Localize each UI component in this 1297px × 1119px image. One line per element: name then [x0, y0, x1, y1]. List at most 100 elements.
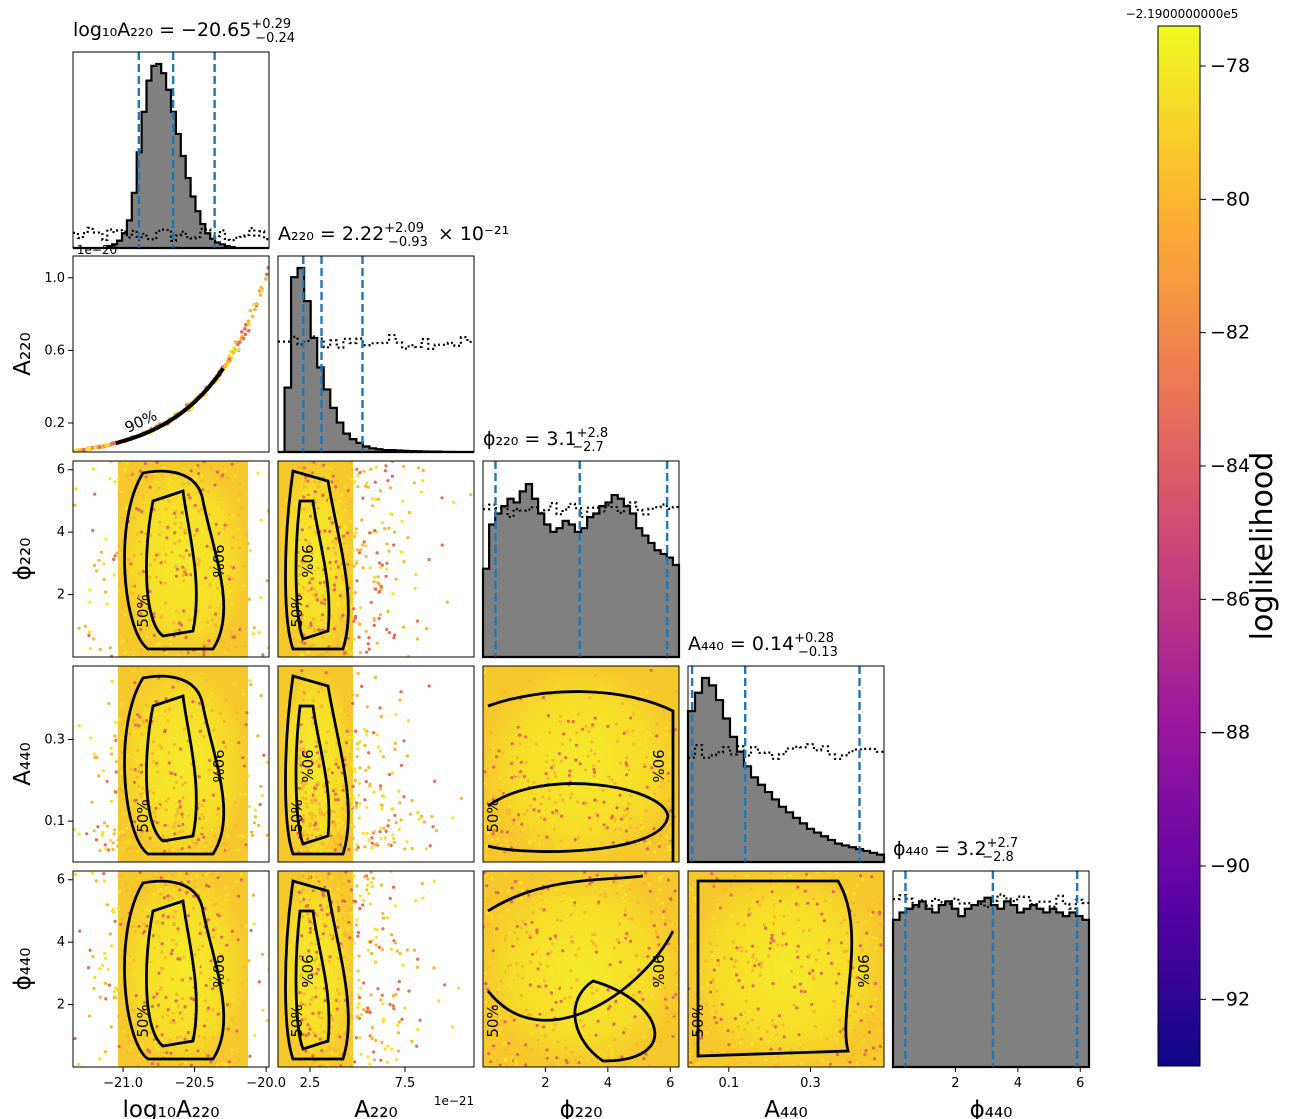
scatter-point	[175, 1036, 179, 1040]
scatter-point	[330, 809, 334, 813]
scatter-point	[122, 812, 126, 816]
scatter-point	[119, 973, 123, 977]
scatter-point	[393, 747, 397, 752]
scatter-point	[323, 960, 327, 964]
scatter-point	[623, 913, 627, 917]
scatter-point	[183, 1061, 188, 1065]
scatter-point	[202, 776, 206, 780]
scatter-point	[336, 715, 340, 719]
scatter-point	[164, 581, 168, 585]
hist-frame	[277, 255, 475, 453]
scatter-point	[308, 926, 313, 931]
scatter-point	[222, 640, 226, 644]
scatter-point	[769, 871, 773, 875]
scatter-point	[577, 712, 581, 716]
scatter-point	[138, 792, 142, 796]
scatter-point	[226, 1027, 230, 1031]
scatter-point	[827, 938, 831, 942]
scatter-point	[227, 847, 231, 851]
scatter-point	[177, 654, 181, 657]
scatter-point	[708, 942, 712, 946]
scatter-point	[714, 946, 718, 950]
scatter-points	[278, 666, 463, 862]
scatter-point	[865, 931, 869, 935]
scatter-point	[224, 793, 228, 797]
scatter-point	[222, 720, 227, 724]
scatter-point	[130, 591, 134, 595]
scatter-point	[148, 589, 152, 594]
scatter-point	[245, 711, 249, 715]
scatter-point	[207, 768, 211, 772]
scatter-point	[131, 584, 135, 589]
scatter-point	[812, 897, 816, 901]
scatter-point	[397, 1020, 401, 1024]
scatter-point	[540, 1030, 544, 1034]
scatter-point	[784, 976, 788, 981]
scatter-point	[152, 791, 156, 795]
scatter-point	[160, 746, 164, 750]
scatter-point	[331, 831, 335, 835]
scatter-point	[364, 544, 368, 548]
scatter-point	[410, 1039, 414, 1043]
scatter-point	[229, 589, 233, 594]
scatter-point	[253, 1034, 257, 1038]
scatter-point	[495, 755, 499, 759]
scatter-point	[216, 470, 220, 474]
scatter-point	[367, 838, 371, 843]
scatter-point	[350, 468, 354, 472]
scatter-point	[400, 519, 404, 524]
scatter-point	[754, 958, 759, 962]
scatter-point	[372, 1058, 376, 1062]
scatter-point	[566, 719, 571, 723]
scatter-point	[402, 739, 406, 743]
scatter-point	[341, 788, 345, 792]
scatter-point	[767, 954, 771, 958]
scatter-point	[164, 697, 168, 701]
scatter-point	[871, 1046, 876, 1050]
scatter-point	[202, 1024, 207, 1028]
scatter-point	[592, 774, 596, 778]
scatter-point	[186, 1031, 190, 1035]
scatter-point	[226, 834, 230, 838]
scatter-point	[311, 793, 315, 797]
scatter-point	[327, 959, 331, 964]
scatter-point	[153, 948, 157, 952]
scatter-point	[167, 512, 171, 516]
scatter-point	[298, 572, 302, 577]
scatter-point	[389, 947, 394, 951]
scatter-point	[593, 770, 597, 775]
scatter-point	[524, 735, 528, 739]
scatter-point	[772, 915, 777, 919]
scatter-point	[526, 1013, 531, 1017]
scatter-point	[622, 1031, 626, 1035]
scatter-point	[132, 1020, 136, 1024]
scatter-point	[410, 799, 414, 803]
scatter-point	[319, 1010, 323, 1014]
scatter-point	[545, 835, 549, 839]
scatter-point	[750, 990, 754, 994]
scatter-point	[578, 762, 582, 766]
scatter-point	[581, 753, 585, 758]
scatter-point	[301, 874, 305, 878]
scatter-point	[152, 810, 156, 815]
scatter-point	[316, 751, 320, 755]
scatter-point	[110, 944, 114, 948]
scatter-point	[513, 930, 517, 935]
scatter-point	[322, 463, 326, 467]
scatter-point	[370, 1037, 374, 1041]
scatter-point	[331, 548, 335, 553]
hist-panel-A440: A₄₄₀ = 0.14+0.28 −0.13	[686, 631, 886, 864]
scatter-point	[158, 520, 162, 524]
scatter-point	[496, 837, 500, 841]
scatter-point	[332, 627, 336, 631]
scatter-point	[314, 822, 318, 826]
scatter-point	[546, 964, 550, 968]
scatter-point	[396, 1023, 400, 1027]
scatter-point	[657, 844, 662, 849]
scatter-point	[403, 847, 407, 851]
scatter-point	[711, 917, 715, 921]
scatter-point	[551, 811, 555, 815]
scatter-point	[853, 1028, 857, 1032]
scatter-point	[142, 886, 146, 890]
scatter-point	[651, 966, 655, 970]
